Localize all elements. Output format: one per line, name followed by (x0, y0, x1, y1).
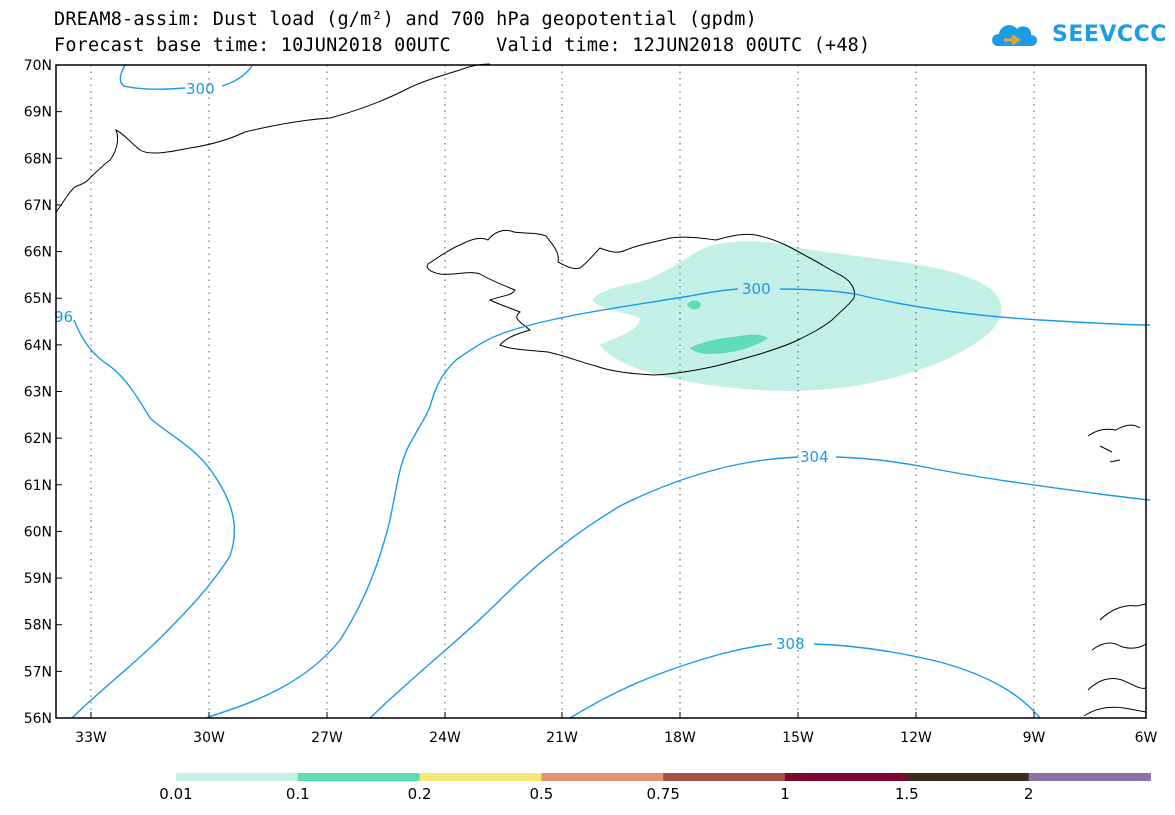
colorbar: 0.01 0.1 0.2 0.5 0.75 1 1.5 2 (159, 773, 1151, 803)
lat-label: 69N (24, 105, 52, 121)
lon-label: 9W (1023, 730, 1046, 746)
dust-load-field (592, 241, 1002, 391)
colorbar-swatch (663, 773, 786, 781)
contour-label-296: 96 (54, 308, 73, 326)
longitude-labels: 33W 30W 27W 24W 21W 18W 15W 12W 9W 6W (75, 712, 1158, 746)
contour-labels: 300 300 96 304 308 (54, 80, 829, 653)
contour-label-300-mid: 300 (742, 280, 771, 298)
lon-label: 24W (429, 730, 461, 746)
lat-label: 64N (24, 338, 52, 354)
colorbar-swatch (419, 773, 542, 781)
logo-text: SEEVCCC (1052, 22, 1167, 47)
seevccc-logo (990, 16, 1150, 56)
lat-label: 56N (24, 711, 52, 727)
lon-label: 18W (664, 730, 696, 746)
lon-label: 15W (782, 730, 814, 746)
colorbar-label: 0.5 (529, 785, 553, 803)
greenland-coast (55, 63, 491, 213)
colorbar-label: 1.5 (895, 785, 919, 803)
map-title-line-2: Forecast base time: 10JUN2018 00UTC Vali… (54, 35, 871, 56)
lon-label: 27W (311, 730, 343, 746)
contour-300-west (205, 399, 433, 719)
lat-label: 62N (24, 431, 52, 447)
lat-label: 61N (24, 478, 52, 494)
iceland-coast (426, 229, 855, 376)
lat-label: 57N (24, 664, 52, 680)
colorbar-swatch (541, 773, 664, 781)
coastlines (55, 63, 1147, 717)
lat-label: 66N (24, 245, 52, 261)
colorbar-label: 2 (1024, 785, 1034, 803)
colorbar-label: 0.2 (408, 785, 432, 803)
lon-label: 33W (75, 730, 107, 746)
colorbar-swatch (906, 773, 1030, 781)
map-title-line-1: DREAM8-assim: Dust load (g/m²) and 700 h… (54, 9, 757, 30)
colorbar-label: 1 (780, 785, 790, 803)
lat-lon-grid (90, 65, 1035, 718)
cloud-icon (992, 25, 1037, 46)
lat-label: 63N (24, 385, 52, 401)
faroe-islands-coast (1087, 424, 1141, 463)
contour-304 (369, 456, 1151, 719)
lat-label: 59N (24, 571, 52, 587)
dust-area-0.1-a (690, 334, 768, 354)
dust-area-0.1-b (687, 300, 701, 310)
dust-area-0.01 (592, 241, 1002, 391)
contour-308 (569, 643, 1041, 719)
contour-label-304: 304 (800, 448, 829, 466)
colorbar-swatch (176, 773, 299, 781)
contour-300-main (431, 288, 1151, 401)
contour-300-top (119, 64, 253, 91)
geopotential-contours (71, 64, 1151, 719)
colorbar-swatch (785, 773, 908, 781)
contour-label-308: 308 (776, 635, 805, 653)
colorbar-label: 0.1 (286, 785, 310, 803)
contour-296 (71, 319, 235, 719)
colorbar-swatch (297, 773, 421, 781)
colorbar-label: 0.01 (159, 785, 192, 803)
colorbar-swatch (1028, 773, 1151, 781)
lat-label: 67N (24, 198, 52, 214)
map-frame (55, 64, 1147, 719)
lon-label: 6W (1135, 730, 1158, 746)
lon-label: 21W (546, 730, 578, 746)
colorbar-label: 0.75 (646, 785, 679, 803)
lat-label: 68N (24, 151, 52, 167)
lat-label: 58N (24, 618, 52, 634)
lon-label: 30W (193, 730, 225, 746)
contour-label-300-top: 300 (186, 80, 215, 98)
lat-label: 65N (24, 291, 52, 307)
lat-label: 70N (24, 58, 52, 74)
lon-label: 12W (900, 730, 932, 746)
scotland-coast (1083, 603, 1147, 717)
latitude-labels: 70N 69N 68N 67N 66N 65N 64N 63N 62N 61N 60N 59N 58N 5… (24, 58, 62, 727)
lat-label: 60N (24, 524, 52, 540)
